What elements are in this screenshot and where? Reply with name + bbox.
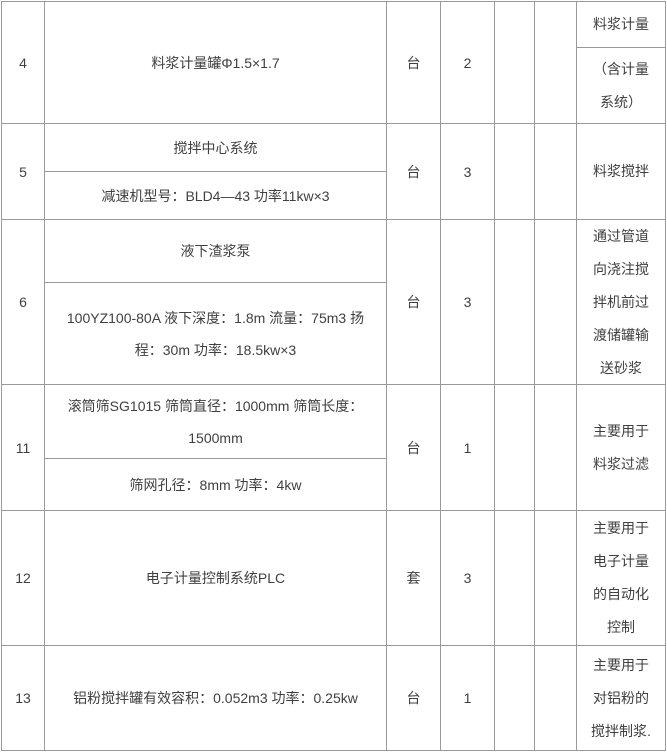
note-text: 料浆计量 [577,2,665,48]
quantity-cell: 1 [441,646,495,750]
description-text: 铝粉搅拌罐有效容积：0.052m3 功率：0.25kw [73,690,358,706]
note-cell: 主要用于料浆过滤 [577,385,665,510]
description-text: 液下渣浆泵 [45,220,386,283]
unit-cell: 台 [387,646,441,750]
table-row: 11 滚筒筛SG1015 筛筒直径：1000mm 筛筒长度：1500mm 筛网孔… [2,385,665,511]
empty-cell [495,646,535,750]
empty-cell [535,511,577,645]
table-row: 12 电子计量控制系统PLC 套 3 主要用于电子计量的自动化控制 [2,511,665,646]
note-text: 料浆搅拌 [593,163,649,179]
empty-cell [495,2,535,123]
note-cell: 主要用于电子计量的自动化控制 [577,511,665,645]
description-text: 电子计量控制系统PLC [145,570,286,586]
empty-cell [535,2,577,123]
empty-cell [495,511,535,645]
description-cell: 铝粉搅拌罐有效容积：0.052m3 功率：0.25kw [45,646,387,750]
description-cell: 料浆计量罐Φ1.5×1.7 [45,2,387,123]
description-text: 100YZ100-80A 液下深度：1.8m 流量：75m3 扬程：30m 功率… [66,309,365,358]
row-number: 4 [2,2,45,123]
note-text: 主要用于对铝粉的搅拌制浆. [591,656,651,739]
table-row: 6 液下渣浆泵 100YZ100-80A 液下深度：1.8m 流量：75m3 扬… [2,220,665,385]
unit-cell: 台 [387,220,441,384]
empty-cell [535,385,577,510]
note-cell: 通过管道向浇注搅拌机前过渡储罐输送砂浆 [577,220,665,384]
empty-cell [535,646,577,750]
row-number: 13 [2,646,45,750]
empty-cell [495,124,535,219]
description-text: 滚筒筛SG1015 筛筒直径：1000mm 筛筒长度：1500mm [45,385,386,459]
empty-cell [495,385,535,510]
row-number: 11 [2,385,45,510]
unit-cell: 套 [387,511,441,645]
table-row: 5 搅拌中心系统 减速机型号：BLD4—43 功率11kw×3 台 3 料浆搅拌 [2,124,665,220]
quantity-cell: 2 [441,2,495,123]
description-text: 筛网孔径：8mm 功率：4kw [129,476,302,493]
description-cell: 滚筒筛SG1015 筛筒直径：1000mm 筛筒长度：1500mm 筛网孔径：8… [45,385,387,510]
quantity-cell: 3 [441,511,495,645]
row-number: 12 [2,511,45,645]
empty-cell [495,220,535,384]
quantity-cell: 3 [441,124,495,219]
unit-cell: 台 [387,385,441,510]
description-text: 搅拌中心系统 [45,124,386,172]
unit-cell: 台 [387,2,441,123]
quantity-cell: 1 [441,385,495,510]
unit-cell: 台 [387,124,441,219]
note-cell: 主要用于对铝粉的搅拌制浆. [577,646,665,750]
table-row: 13 铝粉搅拌罐有效容积：0.052m3 功率：0.25kw 台 1 主要用于对… [2,646,665,750]
row-number: 5 [2,124,45,219]
description-cell: 搅拌中心系统 减速机型号：BLD4—43 功率11kw×3 [45,124,387,219]
note-text: （含计量系统） [593,60,649,110]
empty-cell [535,124,577,219]
description-text: 减速机型号：BLD4—43 功率11kw×3 [101,187,330,204]
note-text: 主要用于料浆过滤 [593,422,649,472]
table-row: 4 料浆计量罐Φ1.5×1.7 台 2 料浆计量 （含计量系统） [2,2,665,124]
description-cell: 电子计量控制系统PLC [45,511,387,645]
description-text: 料浆计量罐Φ1.5×1.7 [151,54,280,71]
note-text: 通过管道向浇注搅拌机前过渡储罐输送砂浆 [593,227,649,376]
note-cell: 料浆计量 （含计量系统） [577,2,665,123]
note-cell: 料浆搅拌 [577,124,665,219]
description-cell: 液下渣浆泵 100YZ100-80A 液下深度：1.8m 流量：75m3 扬程：… [45,220,387,384]
empty-cell [535,220,577,384]
note-text: 主要用于电子计量的自动化控制 [593,520,649,635]
row-number: 6 [2,220,45,384]
quantity-cell: 3 [441,220,495,384]
